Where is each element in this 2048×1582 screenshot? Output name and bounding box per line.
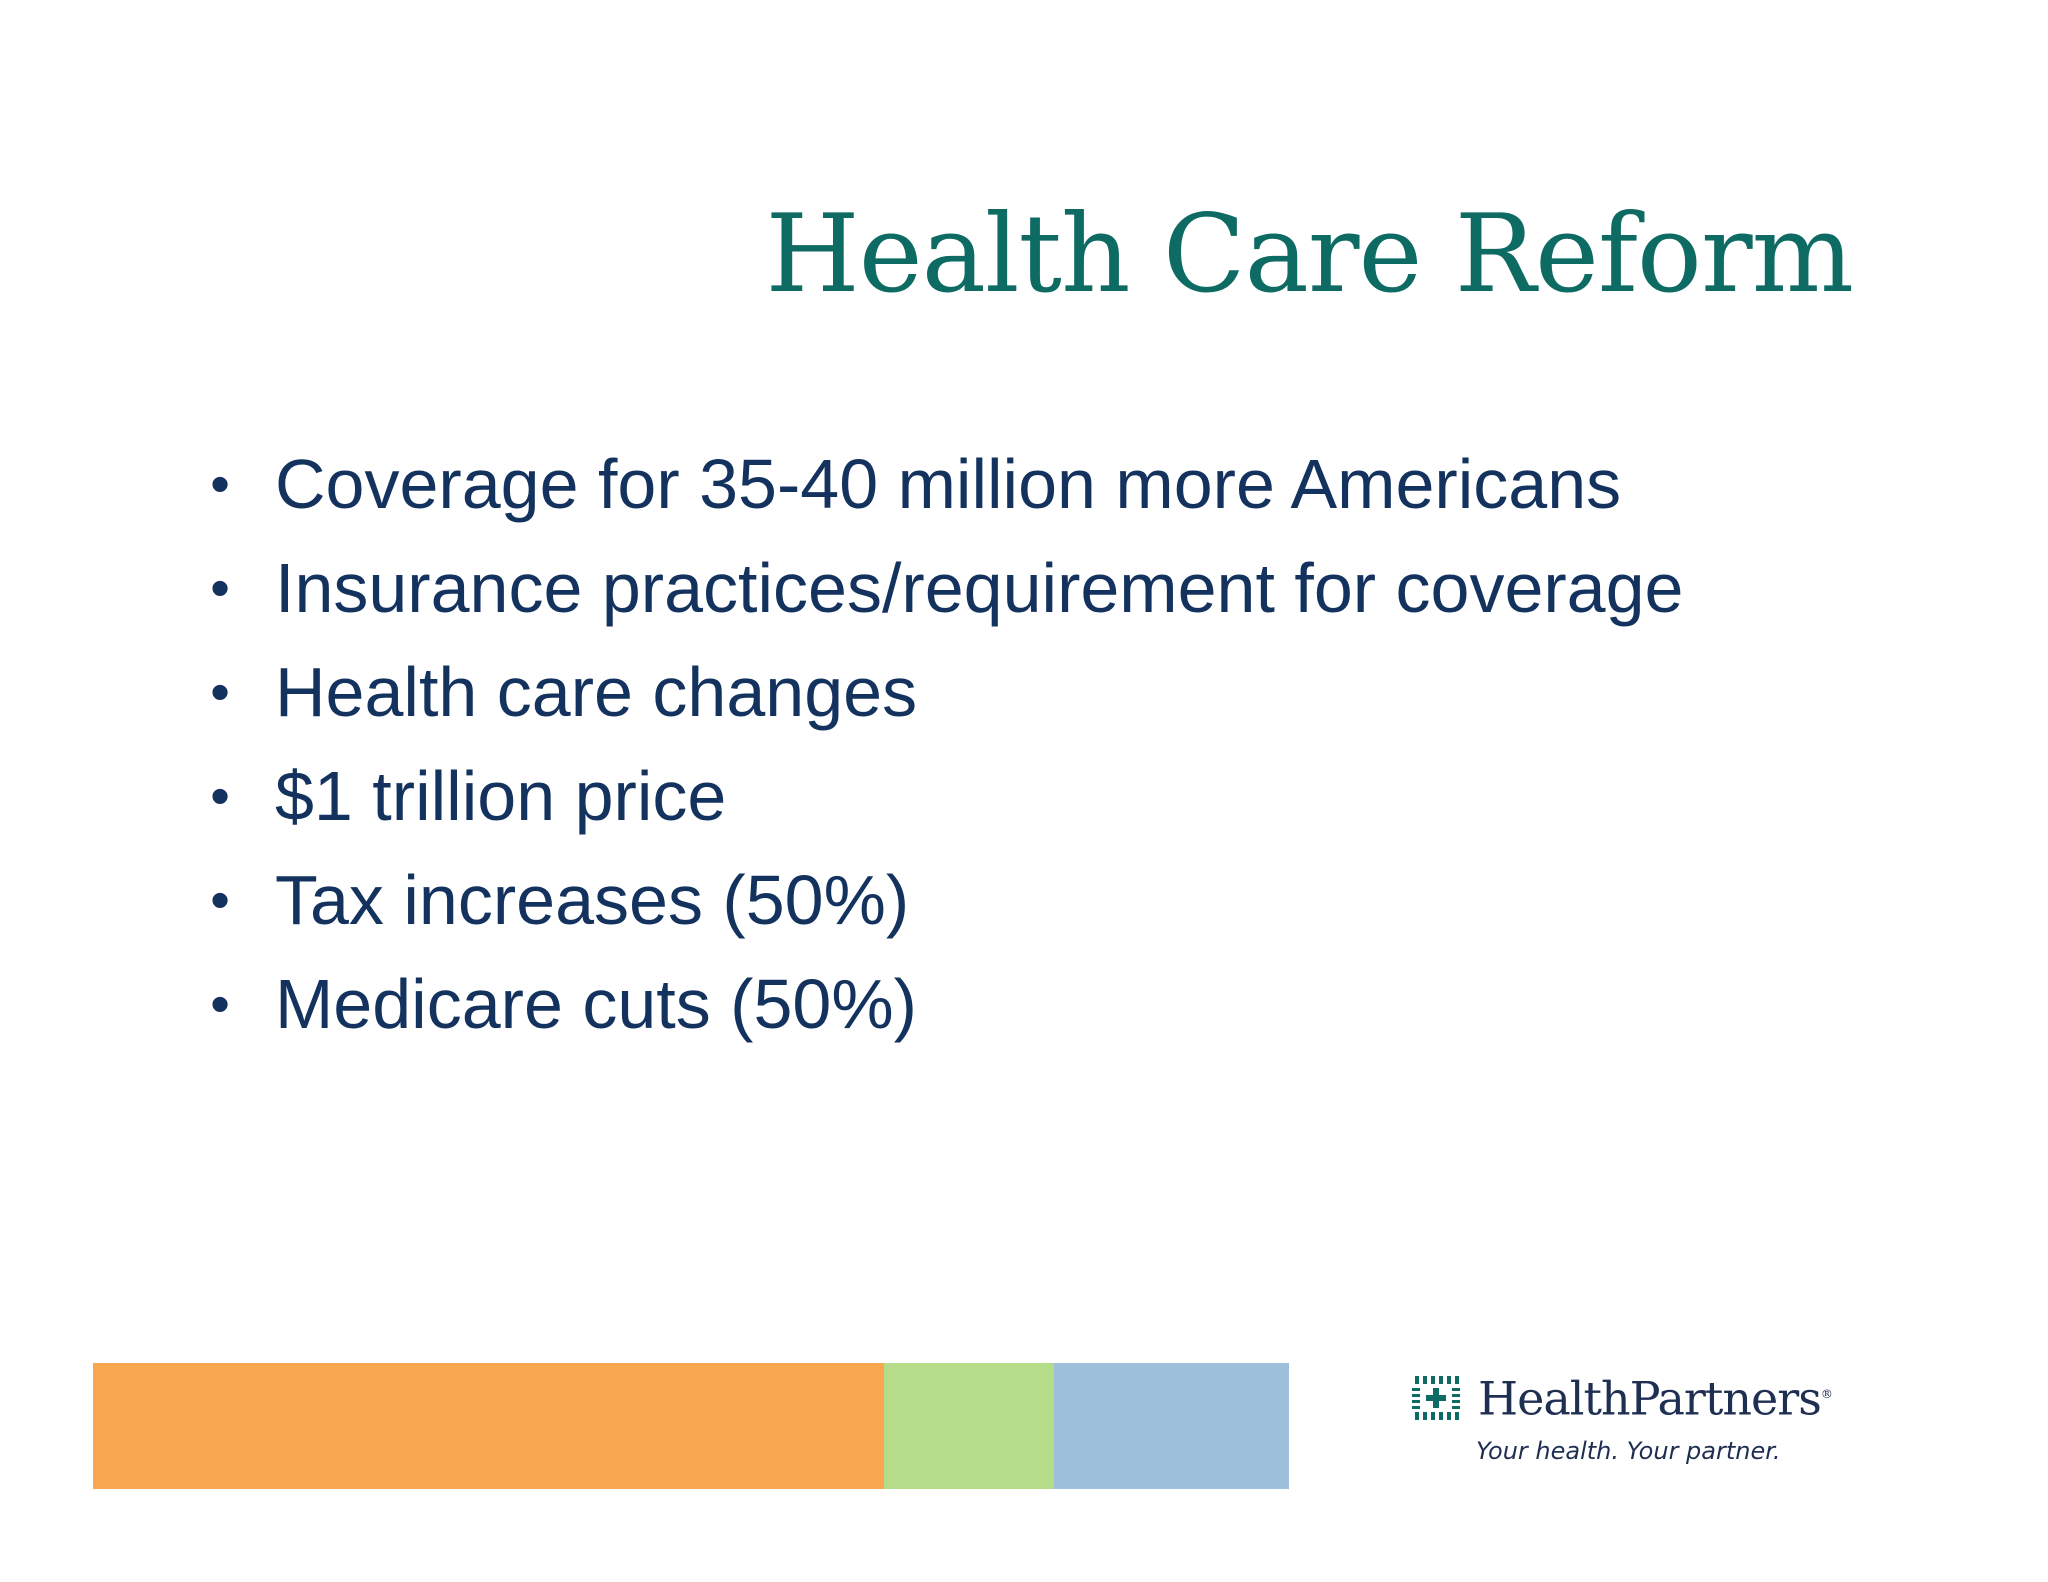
- logo-wordmark: HealthPartners®: [1478, 1371, 1833, 1426]
- bullet-text: Health care changes: [275, 653, 918, 731]
- bullet-dot-icon: •: [210, 972, 230, 1035]
- bullet-text: Medicare cuts (50%): [275, 965, 917, 1043]
- band-segment-green: [884, 1363, 1054, 1489]
- slide-title: Health Care Reform: [765, 192, 1854, 317]
- bullet-dot-icon: •: [210, 660, 230, 723]
- bullet-dot-icon: •: [210, 556, 230, 619]
- bullet-text: Coverage for 35-40 million more American…: [275, 445, 1622, 523]
- band-segment-orange: [93, 1363, 884, 1489]
- bullet-text: $1 trillion price: [275, 757, 727, 835]
- bullet-text: Insurance practices/requirement for cove…: [275, 549, 1684, 627]
- footer-color-band: [93, 1363, 1289, 1489]
- bullet-text: Tax increases (50%): [275, 861, 910, 939]
- bullet-dot-icon: •: [210, 452, 230, 515]
- logo-mark-icon: [1412, 1376, 1460, 1420]
- bullet-dot-icon: •: [210, 868, 230, 931]
- bullet-dot-icon: •: [210, 764, 230, 827]
- band-segment-blue: [1054, 1363, 1289, 1489]
- healthpartners-logo: HealthPartners® Your health. Your partne…: [1412, 1370, 1833, 1480]
- logo-tagline: Your health. Your partner.: [1476, 1437, 1781, 1465]
